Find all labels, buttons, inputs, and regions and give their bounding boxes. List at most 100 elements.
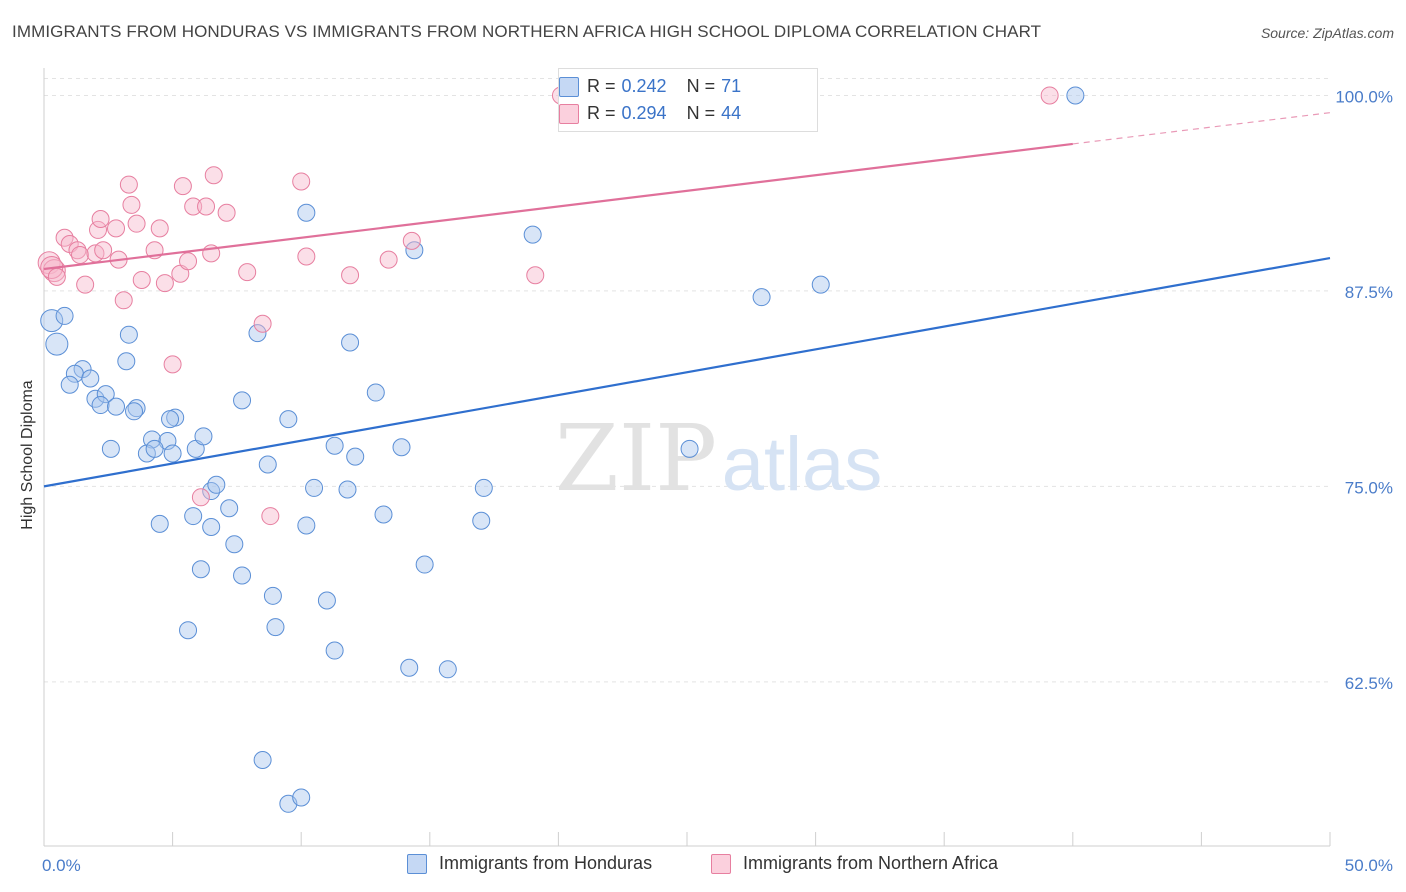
bottom-legend-swatch-northern-africa — [711, 853, 731, 874]
point-honduras — [202, 518, 221, 537]
point-northern-africa — [68, 241, 87, 260]
point-northern-africa — [122, 195, 141, 214]
point-honduras — [325, 436, 344, 455]
point-northern-africa — [107, 219, 126, 238]
point-honduras — [45, 332, 69, 356]
point-honduras — [292, 788, 311, 807]
point-northern-africa — [47, 267, 66, 286]
point-northern-africa — [526, 266, 545, 285]
bottom-legend-label-honduras: Immigrants from Honduras — [439, 853, 653, 873]
y-tick-label: 100.0% — [1335, 87, 1393, 106]
point-honduras — [233, 391, 252, 410]
point-honduras — [194, 427, 213, 446]
point-honduras — [207, 475, 226, 494]
point-honduras — [145, 439, 164, 458]
point-northern-africa — [127, 214, 146, 233]
legend-n-value-northern-africa: 44 — [721, 102, 742, 123]
point-honduras — [474, 478, 493, 497]
point-honduras — [125, 402, 144, 421]
point-northern-africa — [132, 270, 151, 289]
legend-swatch-honduras — [559, 77, 579, 97]
point-honduras — [266, 618, 285, 637]
point-northern-africa — [1040, 86, 1059, 105]
point-honduras — [253, 751, 272, 769]
point-northern-africa — [71, 245, 90, 264]
point-honduras — [472, 511, 491, 530]
y-tick-label: 87.5% — [1345, 283, 1393, 302]
legend-n-label: N = — [686, 75, 716, 96]
point-honduras — [305, 478, 324, 497]
legend-r-label: R = — [587, 75, 616, 96]
trend-lines — [43, 112, 1331, 488]
point-honduras — [325, 641, 344, 660]
watermark-atlas: atlas — [722, 422, 883, 507]
point-northern-africa — [163, 355, 182, 374]
point-honduras — [392, 438, 411, 457]
point-honduras — [341, 333, 360, 352]
point-honduras — [279, 410, 298, 429]
point-northern-africa — [204, 166, 223, 185]
point-northern-africa — [297, 247, 316, 266]
point-honduras — [233, 566, 252, 585]
point-honduras — [163, 444, 182, 463]
bottom-legend-northern-africa: Immigrants from Northern Africa — [711, 853, 998, 874]
legend-row-northern-africa: R = 0.294 N = 44 — [559, 100, 742, 126]
point-northern-africa — [217, 203, 236, 222]
legend-n-value-honduras: 71 — [721, 75, 742, 96]
point-honduras — [179, 621, 198, 640]
point-honduras — [366, 383, 385, 402]
point-northern-africa — [197, 197, 216, 216]
point-honduras — [220, 499, 239, 518]
point-northern-africa — [191, 488, 210, 507]
point-northern-africa — [91, 209, 110, 228]
point-northern-africa — [402, 231, 421, 250]
legend-swatch-northern-africa — [559, 104, 579, 124]
point-honduras — [60, 375, 79, 394]
point-honduras — [55, 306, 74, 325]
point-honduras — [752, 288, 771, 307]
x-tick-label: 0.0% — [42, 856, 81, 875]
point-honduras — [1066, 86, 1085, 105]
legend-r-value-honduras: 0.242 — [621, 75, 667, 96]
point-honduras — [346, 447, 365, 466]
axes — [43, 68, 1331, 847]
point-northern-africa — [114, 291, 133, 310]
point-honduras — [297, 516, 316, 535]
y-tick-label: 62.5% — [1345, 674, 1393, 693]
point-honduras — [101, 439, 120, 458]
point-honduras — [248, 324, 267, 343]
trend-line-northern-africa-extension — [1072, 112, 1331, 145]
point-northern-africa — [119, 175, 138, 194]
point-northern-africa — [94, 241, 113, 260]
bottom-legend-label-northern-africa: Immigrants from Northern Africa — [743, 853, 999, 873]
x-tick-label: 50.0% — [1345, 856, 1393, 875]
point-honduras — [161, 410, 180, 429]
point-honduras — [263, 586, 282, 605]
point-honduras — [127, 399, 146, 418]
point-honduras — [338, 480, 357, 499]
legend-r-label: R = — [587, 102, 616, 123]
point-honduras — [523, 225, 542, 244]
legend-n-label: N = — [686, 102, 716, 123]
point-honduras — [415, 555, 434, 574]
point-northern-africa — [379, 250, 398, 269]
point-honduras — [107, 397, 126, 416]
tick-labels: 100.0% 87.5% 75.0% 62.5% 0.0% 50.0% — [42, 87, 1393, 875]
chart-title: IMMIGRANTS FROM HONDURAS VS IMMIGRANTS F… — [12, 22, 1042, 41]
point-northern-africa — [155, 274, 174, 293]
source-credit: Source: ZipAtlas.com — [1260, 25, 1394, 41]
gridlines — [44, 77, 1330, 683]
bottom-legend: Immigrants from Honduras Immigrants from… — [0, 853, 1406, 877]
point-northern-africa — [341, 266, 360, 285]
point-honduras — [225, 535, 244, 554]
bottom-legend-honduras: Immigrants from Honduras — [407, 853, 652, 874]
point-honduras — [117, 352, 136, 371]
point-northern-africa — [150, 219, 169, 238]
point-honduras — [91, 396, 110, 415]
legend-box: R = 0.242 N = 71 R = 0.294 N = 44 — [558, 68, 818, 132]
point-honduras — [150, 514, 169, 533]
legend-row-honduras: R = 0.242 N = 71 — [559, 73, 742, 99]
point-northern-africa — [184, 197, 203, 216]
point-honduras — [191, 560, 210, 579]
